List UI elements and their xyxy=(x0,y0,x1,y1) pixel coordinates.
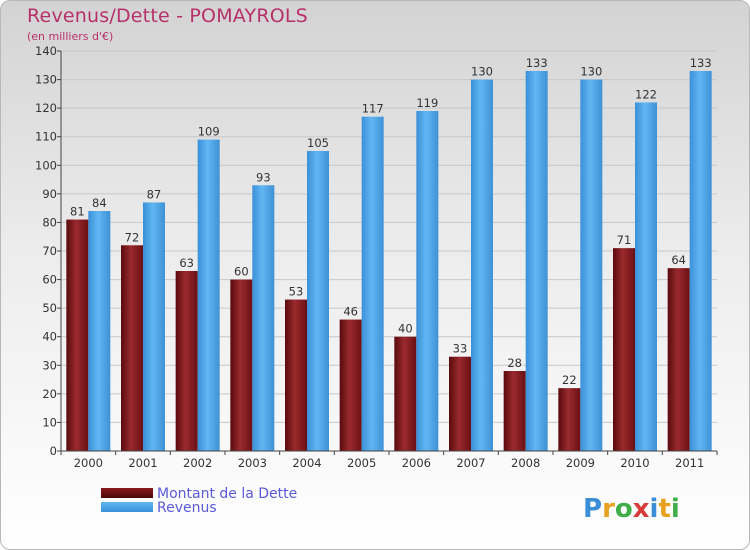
data-label: 105 xyxy=(307,136,329,150)
bar-revenus xyxy=(252,185,275,452)
x-tick-label: 2009 xyxy=(566,456,595,470)
chart-subtitle: (en milliers d'€) xyxy=(27,30,114,43)
data-label: 81 xyxy=(70,205,85,219)
bar-revenus xyxy=(143,202,165,451)
bar-dette xyxy=(121,245,143,451)
bar-dette xyxy=(558,388,581,451)
data-label: 71 xyxy=(617,233,632,247)
data-label: 28 xyxy=(507,356,522,370)
data-label: 22 xyxy=(562,373,577,387)
legend-swatch-dette xyxy=(101,488,153,498)
data-label: 133 xyxy=(690,56,712,70)
data-label: 46 xyxy=(343,305,358,319)
bar-dette xyxy=(503,371,526,451)
y-tick-label: 30 xyxy=(42,358,57,372)
data-label: 122 xyxy=(635,87,657,101)
y-tick-label: 0 xyxy=(50,444,57,458)
chart-title: Revenus/Dette - POMAYROLS xyxy=(27,5,308,27)
y-tick-label: 20 xyxy=(42,387,57,401)
data-label: 53 xyxy=(289,285,304,299)
y-tick-label: 40 xyxy=(42,330,57,344)
bar-dette xyxy=(66,219,89,451)
x-tick-label: 2001 xyxy=(128,456,157,470)
bar-revenus xyxy=(689,71,712,451)
bar-dette xyxy=(285,299,307,451)
bar-revenus xyxy=(525,71,548,451)
legend-label-dette: Montant de la Dette xyxy=(157,486,297,502)
y-tick-label: 80 xyxy=(42,215,57,229)
data-label: 40 xyxy=(398,322,413,336)
data-label: 117 xyxy=(362,102,384,116)
bar-revenus xyxy=(88,211,111,451)
bar-revenus xyxy=(635,102,657,451)
bar-revenus xyxy=(416,111,439,451)
x-tick-label: 2002 xyxy=(183,456,212,470)
data-label: 63 xyxy=(179,256,194,270)
x-tick-label: 2011 xyxy=(675,456,704,470)
bar-revenus xyxy=(197,139,220,452)
legend-label-revenus: Revenus xyxy=(157,500,217,516)
data-label: 33 xyxy=(453,342,468,356)
data-label: 133 xyxy=(526,56,548,70)
bar-revenus xyxy=(361,116,384,451)
x-tick-label: 2005 xyxy=(347,456,376,470)
data-label: 72 xyxy=(125,230,140,244)
bar-dette xyxy=(613,248,635,451)
x-tick-label: 2010 xyxy=(620,456,649,470)
y-tick-label: 60 xyxy=(42,273,57,287)
x-tick-label: 2004 xyxy=(292,456,321,470)
data-label: 84 xyxy=(92,196,107,210)
legend-swatch-revenus xyxy=(101,502,153,512)
data-label: 109 xyxy=(198,125,220,139)
x-tick-label: 2006 xyxy=(402,456,431,470)
y-tick-label: 90 xyxy=(42,187,57,201)
proxiti-logo: Proxiti xyxy=(583,494,680,524)
y-tick-label: 130 xyxy=(35,73,57,87)
data-label: 93 xyxy=(256,170,271,184)
data-label: 130 xyxy=(471,65,493,79)
bar-dette xyxy=(449,356,471,451)
x-tick-label: 2007 xyxy=(456,456,485,470)
bar-dette xyxy=(394,336,417,451)
y-tick-label: 120 xyxy=(35,101,57,115)
x-tick-label: 2000 xyxy=(74,456,103,470)
x-tick-label: 2008 xyxy=(511,456,540,470)
y-tick-label: 100 xyxy=(35,158,57,172)
data-label: 60 xyxy=(234,265,249,279)
data-label: 130 xyxy=(580,65,602,79)
bar-dette xyxy=(667,268,690,451)
data-label: 119 xyxy=(416,96,438,110)
y-tick-label: 70 xyxy=(42,244,57,258)
y-tick-label: 110 xyxy=(35,130,57,144)
bar-dette xyxy=(175,271,198,451)
y-tick-label: 10 xyxy=(42,415,57,429)
y-tick-label: 140 xyxy=(35,44,57,58)
x-tick-label: 2003 xyxy=(238,456,267,470)
y-tick-label: 50 xyxy=(42,301,57,315)
bar-dette xyxy=(230,279,253,451)
data-label: 87 xyxy=(147,187,162,201)
bar-revenus xyxy=(307,151,329,451)
bar-dette xyxy=(339,319,362,451)
bar-revenus xyxy=(580,79,603,452)
data-label: 64 xyxy=(671,253,686,267)
bar-revenus xyxy=(471,79,493,452)
